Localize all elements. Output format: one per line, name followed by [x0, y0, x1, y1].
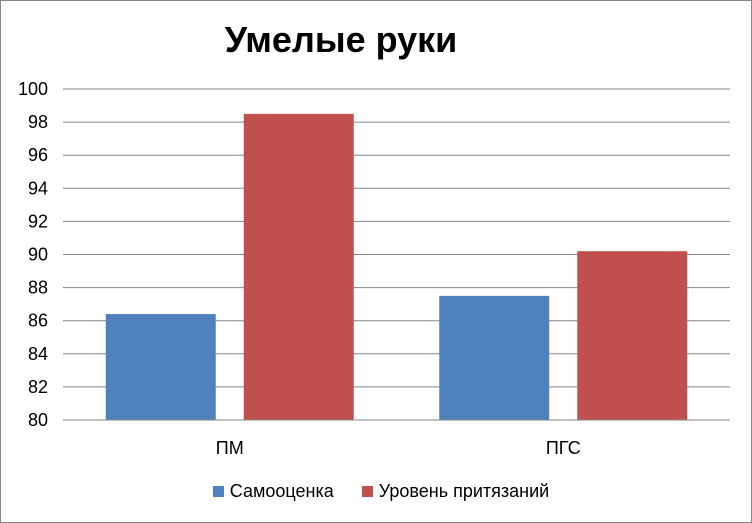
legend: Самооценка Уровень притязаний — [1, 481, 752, 502]
y-tick-label: 90 — [28, 245, 48, 265]
y-tick-label: 98 — [28, 112, 48, 132]
bar-2-1 — [243, 113, 354, 420]
bar-2-2 — [577, 251, 688, 420]
plot-area: 80 82 84 86 88 90 92 94 96 98 100 ПМ ПГС — [18, 79, 730, 458]
legend-swatch-series-2 — [361, 486, 373, 497]
y-tick-label: 94 — [28, 178, 48, 198]
chart-title: Умелые руки — [224, 19, 458, 60]
bar-1-2 — [439, 295, 550, 420]
legend-item-series-2: Уровень притязаний — [361, 481, 550, 502]
bars — [105, 113, 688, 420]
x-tick-label: ПМ — [216, 438, 244, 458]
legend-label-series-1: Самооценка — [229, 481, 334, 501]
y-tick-label: 80 — [28, 410, 48, 430]
y-tick-label: 86 — [28, 311, 48, 331]
legend-swatch-series-1 — [212, 486, 224, 497]
x-axis-ticks: ПМ ПГС — [216, 438, 581, 458]
legend-item-series-1: Самооценка — [212, 481, 334, 502]
y-tick-label: 84 — [28, 344, 48, 364]
y-axis-ticks: 80 82 84 86 88 90 92 94 96 98 100 — [18, 79, 48, 430]
y-tick-label: 100 — [18, 79, 48, 99]
y-tick-label: 96 — [28, 145, 48, 165]
y-tick-label: 88 — [28, 278, 48, 298]
bar-1-1 — [105, 314, 216, 420]
legend-label-series-2: Уровень притязаний — [378, 481, 550, 501]
y-tick-label: 92 — [28, 211, 48, 231]
x-tick-label: ПГС — [546, 438, 581, 458]
y-tick-label: 82 — [28, 377, 48, 397]
